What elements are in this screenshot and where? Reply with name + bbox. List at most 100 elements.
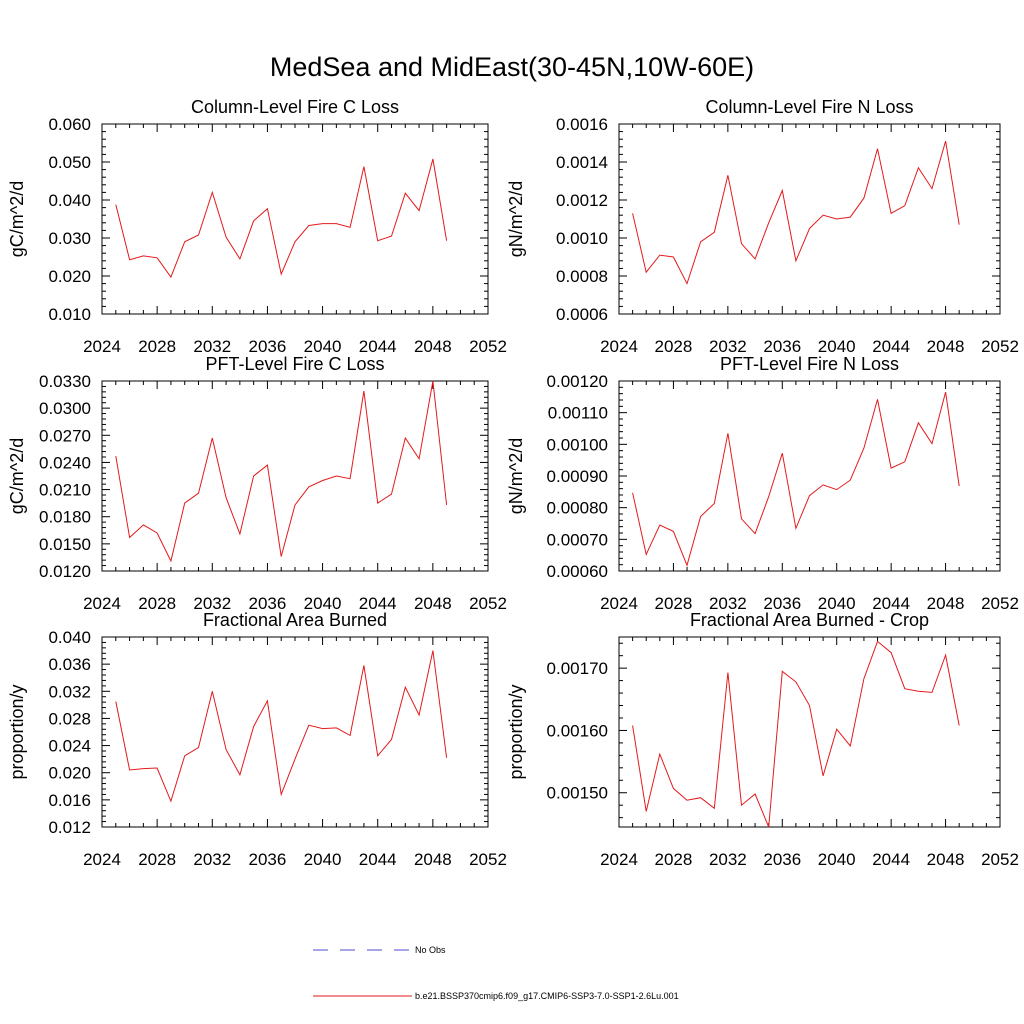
x-tick-label: 2036 [249, 850, 287, 869]
x-tick-label: 2036 [249, 594, 287, 613]
x-tick-label: 2048 [927, 850, 965, 869]
plot-frame [618, 380, 1001, 572]
legend-entry-no-obs: No Obs [313, 945, 446, 955]
x-tick-label: 2040 [818, 337, 856, 356]
x-tick-label: 2032 [193, 337, 231, 356]
x-tick-label: 2024 [83, 594, 121, 613]
x-tick-label: 2044 [359, 594, 397, 613]
y-axis-label: proportion/y [7, 684, 27, 779]
x-tick-label: 2052 [981, 850, 1019, 869]
panel-2: Column-Level Fire N Loss gN/m^2/d 2024 2028… [506, 97, 1019, 356]
x-tick-label: 2044 [359, 850, 397, 869]
legend-label-model-run: b.e21.BSSP370cmip6.f09_g17.CMIP6-SSP3-7.… [415, 991, 679, 1001]
x-tick-label: 2040 [304, 850, 342, 869]
y-tick-label: 0.028 [48, 709, 91, 728]
y-axis-label: gC/m^2/d [7, 438, 27, 514]
x-tick-label: 2024 [83, 337, 121, 356]
x-tick-label: 2048 [414, 850, 452, 869]
series-line [632, 640, 960, 828]
x-tick-label: 2048 [414, 594, 452, 613]
legend-entry-model-run: b.e21.BSSP370cmip6.f09_g17.CMIP6-SSP3-7.… [313, 991, 679, 1001]
x-tick-label: 2044 [872, 337, 910, 356]
y-axis-label: gC/m^2/d [7, 181, 27, 257]
x-tick-label: 2036 [763, 594, 801, 613]
x-tick-label: 2052 [469, 594, 507, 613]
y-tick-label: 0.00120 [547, 372, 608, 391]
y-tick-label: 0.0180 [39, 508, 91, 527]
plot-frame [101, 123, 489, 315]
y-tick-label: 0.0016 [556, 115, 608, 134]
y-tick-label: 0.024 [48, 737, 91, 756]
x-tick-label: 2048 [414, 337, 452, 356]
y-tick-label: 0.00170 [547, 659, 608, 678]
y-tick-label: 0.00090 [547, 467, 608, 486]
x-tick-label: 2028 [138, 594, 176, 613]
y-tick-label: 0.00160 [547, 721, 608, 740]
y-tick-label: 0.0270 [39, 426, 91, 445]
y-tick-label: 0.020 [48, 764, 91, 783]
series-line [115, 158, 448, 279]
panel-title: PFT-Level Fire C Loss [205, 354, 384, 374]
y-tick-label: 0.0150 [39, 535, 91, 554]
x-tick-label: 2040 [304, 594, 342, 613]
y-tick-label: 0.00070 [547, 530, 608, 549]
y-tick-label: 0.0008 [556, 267, 608, 286]
plot-frame [618, 636, 1001, 828]
panel-4: PFT-Level Fire N Loss gN/m^2/d 2024 2028 203… [506, 354, 1019, 613]
x-tick-label: 2048 [927, 594, 965, 613]
y-tick-label: 0.00060 [547, 562, 608, 581]
x-tick-label: 2036 [249, 337, 287, 356]
y-tick-label: 0.0012 [556, 191, 608, 210]
x-tick-label: 2032 [709, 850, 747, 869]
x-tick-label: 2032 [709, 594, 747, 613]
y-tick-label: 0.00150 [547, 784, 608, 803]
panel-title: Column-Level Fire C Loss [191, 97, 399, 117]
y-tick-label: 0.0210 [39, 481, 91, 500]
x-tick-label: 2028 [655, 337, 693, 356]
x-tick-label: 2044 [359, 337, 397, 356]
y-tick-label: 0.0240 [39, 453, 91, 472]
y-tick-label: 0.00110 [548, 404, 608, 423]
x-tick-label: 2052 [981, 337, 1019, 356]
legend-label-no-obs: No Obs [415, 945, 446, 955]
series-line [115, 380, 448, 563]
panel-3: PFT-Level Fire C Loss gC/m^2/d 2024 2028 203… [7, 354, 507, 613]
y-tick-label: 0.0014 [556, 153, 608, 172]
x-tick-label: 2044 [872, 850, 910, 869]
panel-5: Fractional Area Burned proportion/y 2024 20… [7, 610, 507, 869]
y-tick-label: 0.0330 [39, 372, 91, 391]
x-tick-label: 2028 [138, 850, 176, 869]
y-tick-label: 0.050 [48, 153, 91, 172]
y-tick-label: 0.036 [48, 655, 91, 674]
panel-1: Column-Level Fire C Loss gC/m^2/d 2024 2028… [7, 97, 507, 356]
y-tick-label: 0.020 [48, 267, 91, 286]
figure-title: MedSea and MidEast(30-45N,10W-60E) [270, 52, 754, 82]
y-axis-label: proportion/y [506, 684, 526, 779]
y-tick-label: 0.0120 [39, 562, 91, 581]
legend: No Obs b.e21.BSSP370cmip6.f09_g17.CMIP6-… [313, 945, 679, 1001]
x-tick-label: 2040 [304, 337, 342, 356]
y-tick-label: 0.032 [48, 682, 91, 701]
panel-title: PFT-Level Fire N Loss [720, 354, 899, 374]
x-tick-label: 2028 [655, 594, 693, 613]
x-tick-label: 2024 [600, 337, 638, 356]
y-tick-label: 0.040 [48, 191, 91, 210]
x-tick-label: 2040 [818, 850, 856, 869]
plot-frame [101, 380, 489, 572]
panels: Column-Level Fire C Loss gC/m^2/d 2024 2028… [7, 97, 1019, 869]
x-tick-label: 2028 [655, 850, 693, 869]
y-tick-label: 0.060 [48, 115, 91, 134]
x-tick-label: 2024 [600, 594, 638, 613]
y-tick-label: 0.0006 [556, 305, 608, 324]
panel-title: Fractional Area Burned [203, 610, 387, 630]
y-axis-label: gN/m^2/d [506, 181, 526, 257]
x-tick-label: 2028 [138, 337, 176, 356]
x-tick-label: 2052 [469, 850, 507, 869]
x-tick-label: 2036 [763, 850, 801, 869]
x-tick-label: 2052 [469, 337, 507, 356]
x-tick-label: 2032 [709, 337, 747, 356]
series-line [632, 140, 960, 285]
y-axis-label: gN/m^2/d [506, 438, 526, 514]
panel-title: Fractional Area Burned - Crop [690, 610, 929, 630]
